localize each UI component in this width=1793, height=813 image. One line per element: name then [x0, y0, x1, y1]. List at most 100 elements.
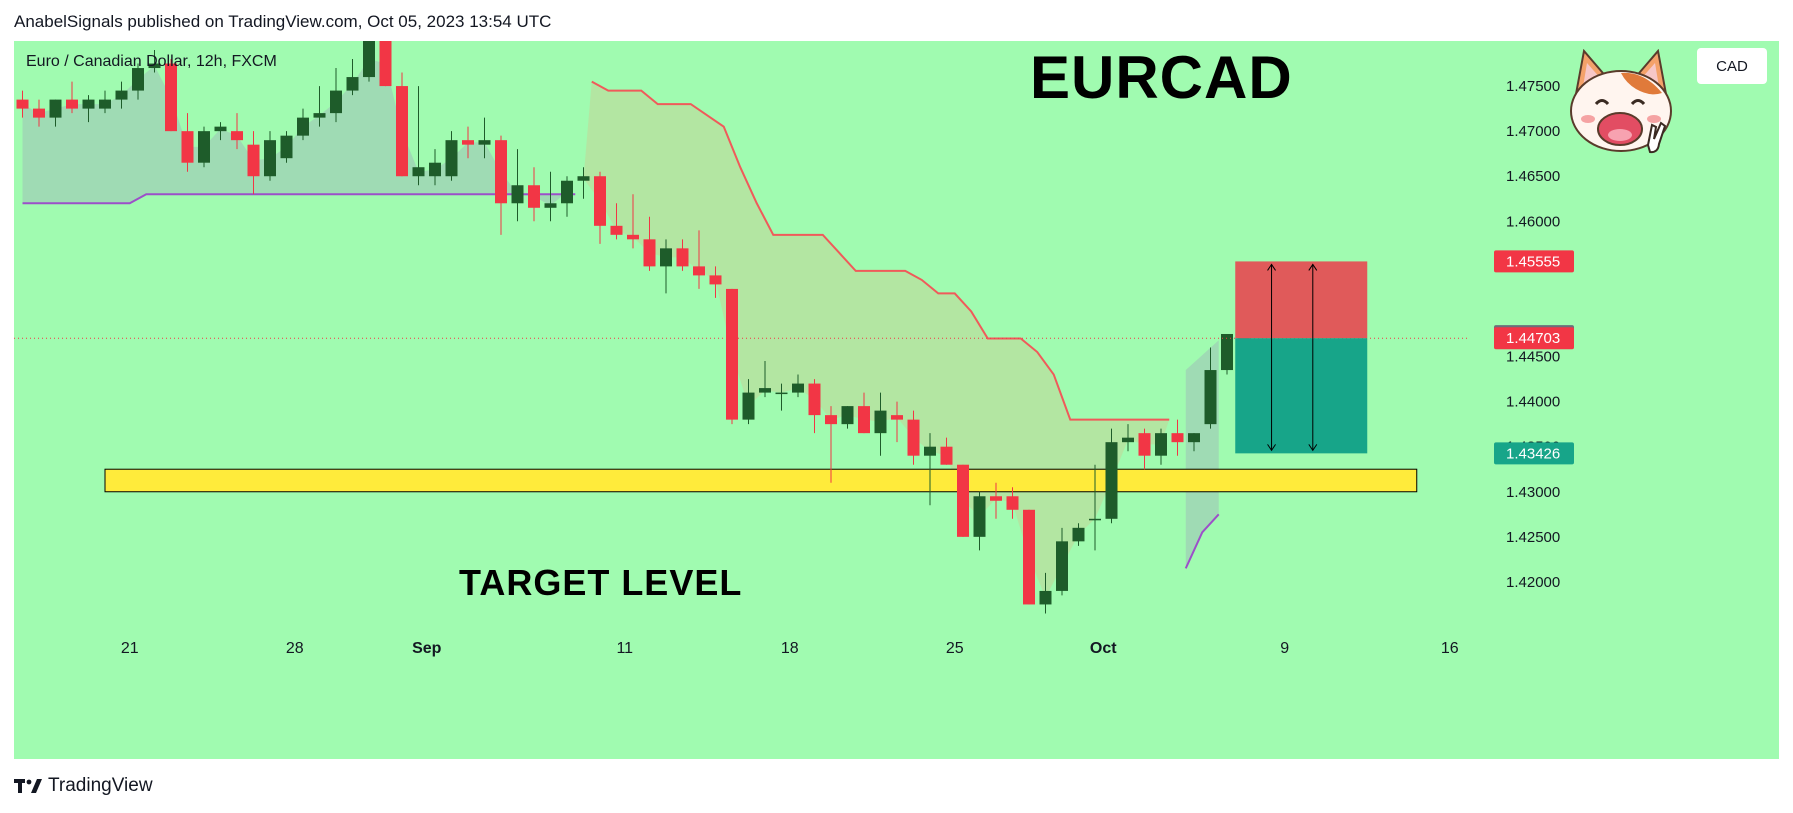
- x-tick-label: 21: [121, 640, 139, 657]
- candle-body: [891, 415, 903, 420]
- tradingview-logo-icon: [14, 779, 42, 793]
- candle-body: [247, 144, 260, 177]
- candle-body: [1204, 370, 1217, 425]
- candle-body: [643, 239, 656, 267]
- candle-body: [66, 99, 78, 109]
- candle-body: [297, 117, 309, 136]
- candle-body: [148, 63, 161, 69]
- arrow-head-up: [1267, 263, 1276, 271]
- chart-title: EURCAD: [1030, 44, 1293, 111]
- candle-body: [808, 383, 821, 416]
- arrow-head-down: [1308, 444, 1318, 452]
- chart-area[interactable]: 1.475001.470001.465001.460001.455001.445…: [14, 41, 1779, 759]
- footer-brand: TradingView: [48, 775, 153, 796]
- x-tick-label: 11: [616, 640, 633, 657]
- y-tick-label: 1.46500: [1506, 168, 1560, 185]
- trailing-stop-upper-line: [591, 80, 1170, 421]
- y-tick-label: 1.42500: [1506, 529, 1560, 546]
- candle-body: [858, 406, 870, 434]
- candle-body: [412, 167, 425, 177]
- candle-body: [676, 248, 689, 267]
- candle-body: [363, 41, 375, 78]
- candle-body: [775, 392, 788, 395]
- candle-body: [561, 180, 573, 204]
- candle-body: [528, 185, 540, 208]
- candle-body: [99, 99, 111, 109]
- candle-body: [181, 131, 194, 163]
- price-badge: [1494, 250, 1574, 273]
- currency-button[interactable]: CAD: [1697, 48, 1767, 84]
- candle-body: [627, 234, 639, 240]
- candle-body: [874, 410, 887, 434]
- candle-body: [396, 86, 408, 177]
- candle-body: [726, 288, 738, 420]
- target-level-label: TARGET LEVEL: [459, 562, 743, 603]
- y-tick-label: 1.42000: [1506, 574, 1560, 591]
- candle-body: [429, 162, 441, 177]
- candle-body: [1138, 433, 1151, 456]
- x-tick-label: 9: [1280, 640, 1289, 657]
- candle-body: [1089, 518, 1101, 521]
- candle-body: [924, 446, 936, 456]
- trailing-stop-lower-line-1: [22, 193, 576, 205]
- candle-body: [33, 108, 45, 118]
- candle-body: [1105, 442, 1118, 519]
- candle-body: [280, 135, 293, 159]
- candle-body: [693, 266, 705, 276]
- candle-body: [495, 140, 507, 204]
- candle-body: [907, 419, 920, 456]
- candle-body: [709, 275, 722, 285]
- symbol-info: Euro / Canadian Dollar, 12h, FXCM: [26, 53, 277, 70]
- price-chart[interactable]: 1.475001.470001.465001.460001.455001.445…: [14, 41, 1779, 759]
- candle-body: [1072, 527, 1085, 542]
- candle-body: [132, 68, 144, 91]
- candle-body: [940, 446, 953, 465]
- x-tick-label: Sep: [412, 640, 442, 657]
- price-badge-text: 1.45555: [1506, 253, 1560, 270]
- candle-body: [973, 496, 986, 537]
- candle-body: [346, 77, 359, 91]
- candle-body: [990, 496, 1002, 501]
- candle-body: [594, 176, 606, 226]
- candle-body: [478, 140, 491, 145]
- candle-body: [825, 415, 837, 425]
- candle-body: [82, 99, 95, 109]
- candle-body: [1221, 333, 1233, 371]
- arrow-head-down: [1267, 444, 1276, 452]
- publisher-line: AnabelSignals published on TradingView.c…: [14, 12, 552, 31]
- price-badge: [1494, 327, 1574, 350]
- candle-body: [115, 90, 128, 100]
- candle-body: [759, 388, 771, 393]
- candle-body: [16, 99, 29, 109]
- y-tick-label: 1.47500: [1506, 78, 1560, 95]
- cat-mascot-icon: [1570, 49, 1672, 154]
- candle-body: [660, 248, 672, 267]
- candle-body: [841, 406, 854, 425]
- candle-body: [1056, 541, 1068, 591]
- candle-body: [49, 99, 62, 118]
- candle-body: [330, 90, 342, 114]
- candle-body: [264, 140, 276, 177]
- candle-body: [1023, 509, 1035, 605]
- x-tick-label: 25: [946, 640, 964, 657]
- arrow-head-up: [1308, 263, 1318, 271]
- y-tick-label: 1.46000: [1506, 213, 1560, 230]
- price-badge-text: 1.44703: [1506, 330, 1560, 347]
- candle-body: [1171, 433, 1184, 443]
- y-tick-label: 1.44500: [1506, 349, 1560, 366]
- y-tick-label: 1.44000: [1506, 394, 1560, 411]
- x-tick-label: Oct: [1090, 640, 1117, 657]
- candle-body: [214, 126, 227, 132]
- candle-body: [231, 131, 243, 141]
- candle-body: [544, 203, 557, 208]
- y-tick-label: 1.43000: [1506, 484, 1560, 501]
- candle-body: [1006, 496, 1019, 510]
- candle-body: [198, 131, 210, 163]
- x-tick-label: 16: [1441, 640, 1459, 657]
- footer[interactable]: TradingView: [14, 775, 153, 797]
- candle-body: [577, 176, 590, 181]
- x-tick-label: 18: [781, 640, 799, 657]
- candle-body: [1122, 437, 1134, 443]
- candle-body: [792, 383, 804, 393]
- take-profit-zone: [1235, 338, 1368, 454]
